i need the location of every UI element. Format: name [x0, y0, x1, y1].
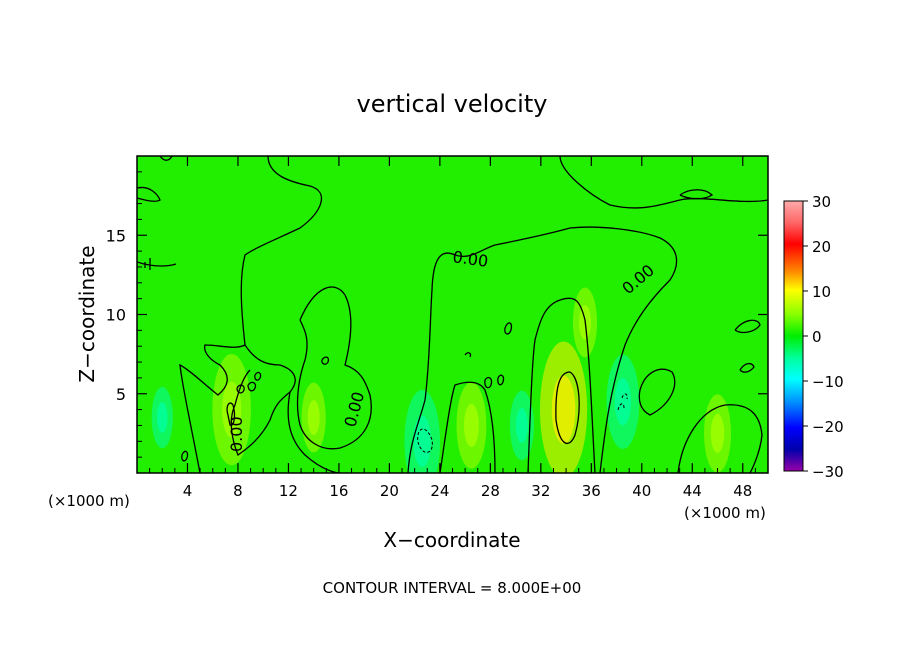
- anomaly-core-6: [307, 400, 320, 435]
- negative-contours: [417, 393, 628, 453]
- contour-lines: [137, 156, 768, 473]
- contour-label-1: 0.00: [451, 247, 489, 271]
- y-axis: 5 10 15: [106, 171, 768, 458]
- contour-interval-note: CONTOUR INTERVAL = 8.000E+00: [323, 579, 582, 597]
- anomaly-core-7: [156, 402, 168, 433]
- colorbar: [783, 200, 804, 472]
- x-tick-label-7: 32: [531, 482, 550, 500]
- anomaly-core-5: [463, 403, 479, 448]
- x-unit-right: (×1000 m): [684, 504, 766, 522]
- x-tick-label-6: 28: [481, 482, 500, 500]
- y-tick-label-2: 15: [106, 226, 126, 245]
- anomaly-core-4: [710, 413, 725, 453]
- x-tick-label-10: 44: [683, 482, 702, 500]
- colorbar-label-4: −10: [812, 373, 844, 391]
- x-tick-label-11: 48: [733, 482, 752, 500]
- x-axis-label: X−coordinate: [383, 528, 520, 552]
- x-tick-label-9: 40: [632, 482, 651, 500]
- anomaly-core-3: [614, 378, 632, 426]
- velocity-anomalies: [151, 287, 732, 473]
- colorbar-label-6: −30: [812, 463, 844, 481]
- x-axis: 4 8 12 16 20 24 28 32 36 40 44 48: [149, 156, 756, 500]
- x-tick-label-8: 36: [582, 482, 601, 500]
- x-tick-label-1: 8: [233, 482, 243, 500]
- colorbar-label-1: 20: [812, 238, 831, 256]
- contour-label-4: 0.00: [227, 416, 246, 452]
- colorbar-label-5: −20: [812, 418, 844, 436]
- x-tick-label-2: 12: [279, 482, 298, 500]
- y-tick-label-1: 10: [106, 306, 126, 325]
- anomaly-core-2: [413, 415, 432, 468]
- x-tick-label-5: 24: [430, 482, 449, 500]
- colorbar-label-0: 30: [812, 193, 831, 211]
- y-tick-label-0: 5: [116, 385, 126, 404]
- anomaly-core-0: [222, 381, 242, 438]
- anomaly-core-8: [515, 408, 528, 443]
- x-tick-label-0: 4: [183, 482, 193, 500]
- y-axis-label: Z−coordinate: [75, 245, 99, 382]
- x-tick-label-4: 20: [380, 482, 399, 500]
- colorbar-label-3: 0: [812, 328, 822, 346]
- colorbar-ticks: 30 20 10 0 −10 −20 −30: [803, 193, 844, 481]
- x-tick-label-3: 16: [329, 482, 348, 500]
- x-unit-left: (×1000 m): [48, 492, 130, 510]
- colorbar-label-2: 10: [812, 283, 831, 301]
- chart-title: vertical velocity: [357, 90, 548, 118]
